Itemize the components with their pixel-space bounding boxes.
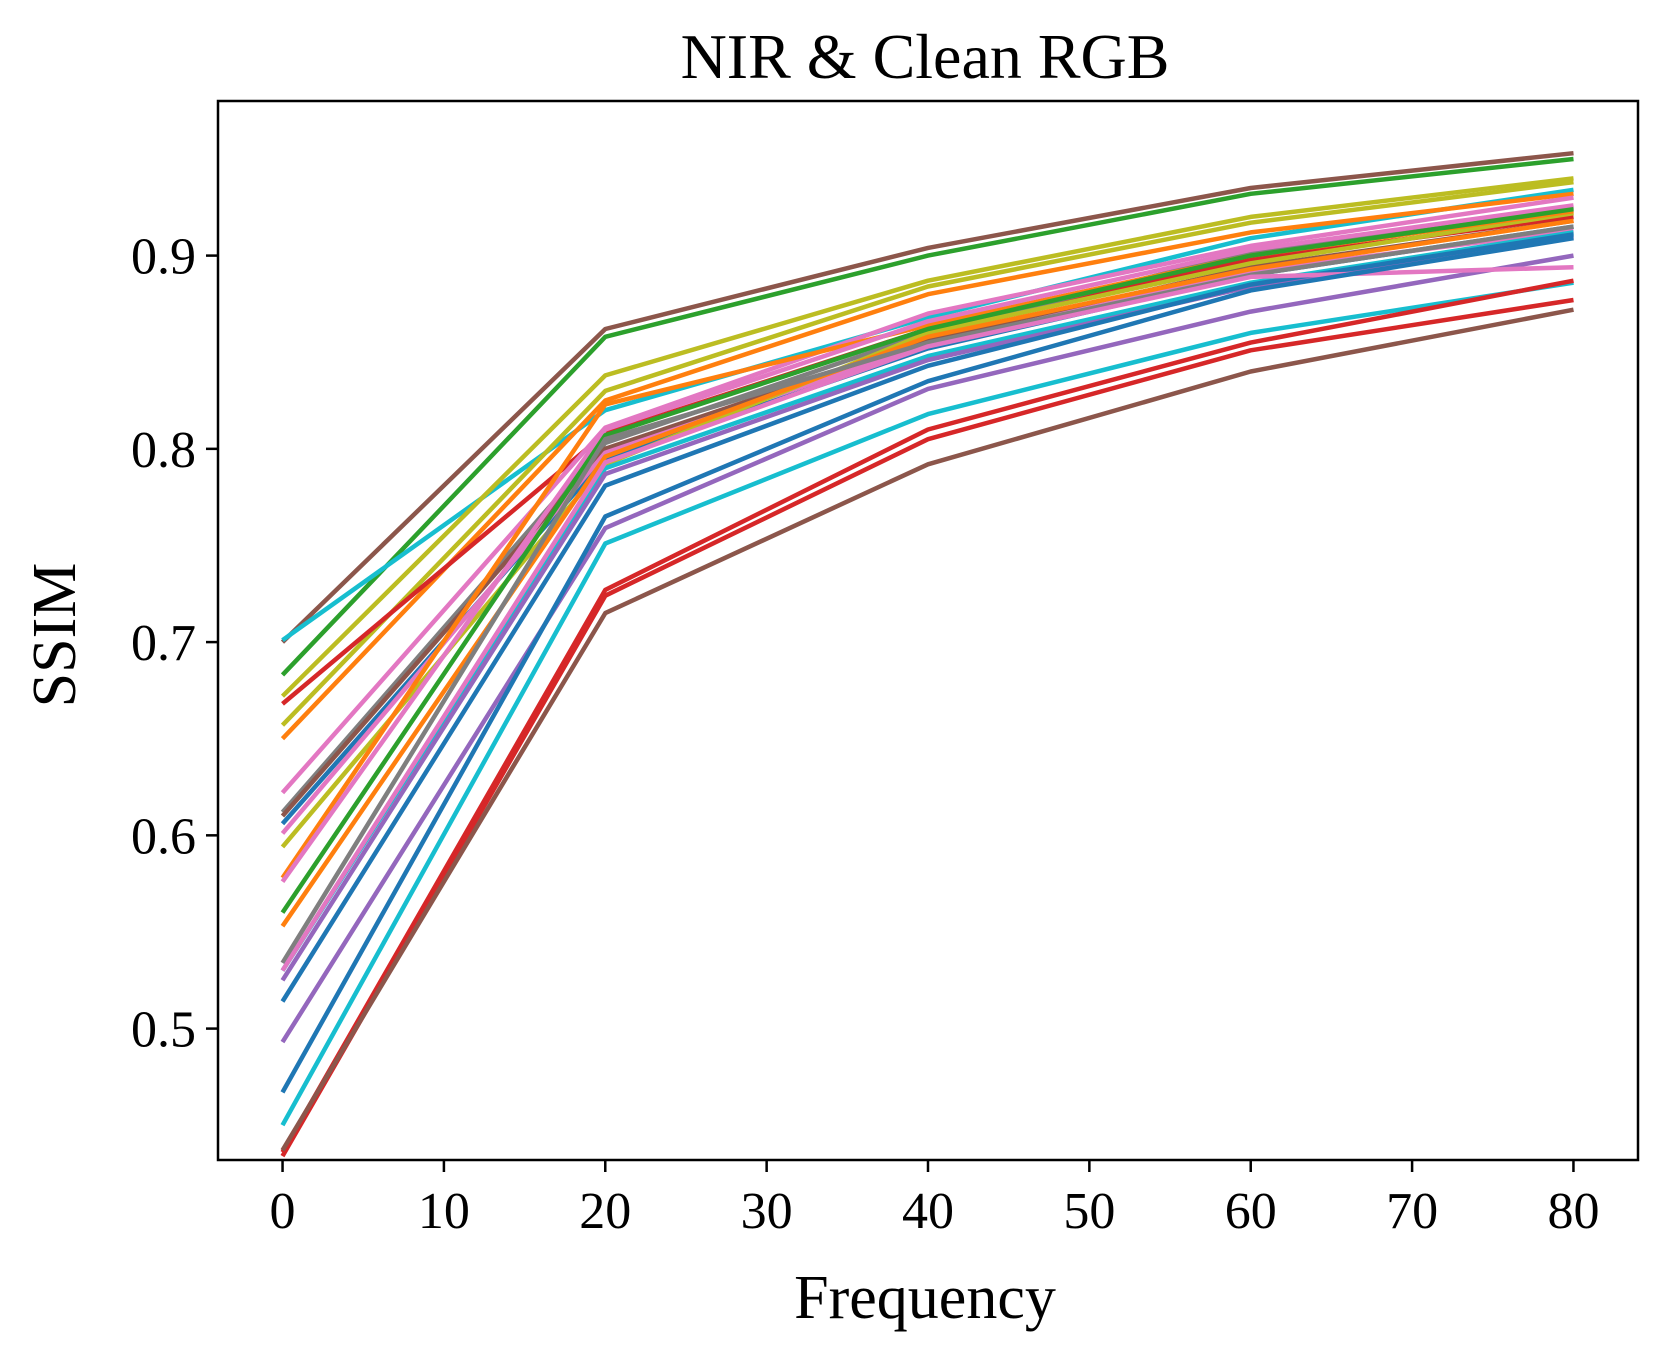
x-tick-label: 30 <box>741 1183 793 1240</box>
series-line-21 <box>280 232 1574 1003</box>
x-tick-label: 10 <box>418 1183 470 1240</box>
series-line-2 <box>280 156 1574 677</box>
y-tick-label: 0.8 <box>131 422 196 479</box>
y-tick-label: 0.5 <box>131 1002 196 1059</box>
x-tick-label: 70 <box>1386 1183 1438 1240</box>
x-axis: 0 10 20 30 40 50 60 70 80 <box>270 1160 1599 1240</box>
series-line-18 <box>280 224 1574 965</box>
y-tick-label: 0.9 <box>131 229 196 286</box>
x-tick-label: 80 <box>1547 1183 1599 1240</box>
series-line-8 <box>280 195 1574 795</box>
series-layer <box>280 150 1574 1158</box>
series-line-24 <box>280 235 1574 1094</box>
series-line-15 <box>280 203 1574 884</box>
series-line-16 <box>280 206 1574 914</box>
x-tick-label: 0 <box>270 1183 296 1240</box>
x-axis-label: Frequency <box>794 1264 1056 1332</box>
series-line-4 <box>280 176 1574 698</box>
series-line-6 <box>280 191 1574 741</box>
series-line-1 <box>280 150 1574 644</box>
series-line-5 <box>280 179 1574 727</box>
x-tick-label: 50 <box>1063 1183 1115 1240</box>
y-tick-label: 0.6 <box>131 808 196 865</box>
x-tick-label: 20 <box>579 1183 631 1240</box>
series-line-10 <box>280 218 1574 818</box>
series-line-9 <box>280 205 1574 814</box>
x-tick-label: 60 <box>1225 1183 1277 1240</box>
y-axis: 0.5 0.6 0.7 0.8 0.9 <box>131 229 218 1059</box>
chart-title: NIR & Clean RGB <box>681 21 1170 92</box>
series-line-26 <box>280 278 1574 1154</box>
series-line-22 <box>280 253 1574 1044</box>
series-line-3 <box>281 187 1574 643</box>
series-line-13 <box>280 210 1574 849</box>
y-tick-label: 0.7 <box>131 615 196 672</box>
series-line-27 <box>280 297 1574 1158</box>
x-tick-label: 40 <box>902 1183 954 1240</box>
series-line-28 <box>280 307 1574 1152</box>
series-line-25 <box>280 280 1574 1127</box>
y-axis-label: SSIM <box>21 563 89 708</box>
